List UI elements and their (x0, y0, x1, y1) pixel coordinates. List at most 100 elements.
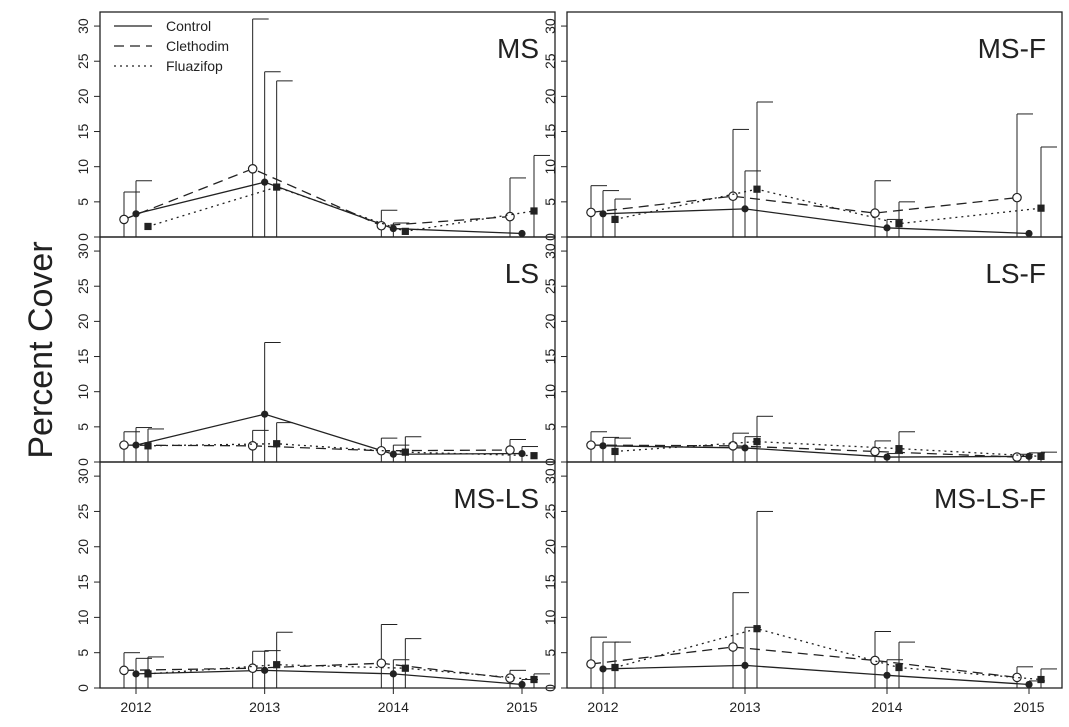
y-tick-label: 10 (542, 159, 558, 175)
point-control (599, 442, 607, 450)
y-tick-label: 25 (75, 503, 91, 519)
y-tick-label: 30 (542, 18, 558, 34)
y-tick-label: 5 (75, 198, 91, 206)
point-control (883, 224, 891, 232)
point-fluazifop (1037, 675, 1045, 684)
series-line-clethodim (590, 195, 1018, 214)
y-tick-label: 30 (542, 243, 558, 259)
panels-group: 051015202530MSControlClethodimFluazifop0… (75, 11, 1063, 715)
series-line-fluazifop (614, 188, 1042, 225)
point-clethodim (376, 445, 387, 456)
x-tick-label: 2012 (120, 699, 151, 715)
y-tick-label: 0 (75, 458, 91, 466)
y-tick-label: 20 (542, 313, 558, 329)
series-line-control (135, 669, 523, 686)
panel-frame (566, 461, 1063, 689)
point-fluazifop (144, 670, 152, 678)
point-control (1025, 229, 1033, 238)
point-fluazifop (611, 663, 619, 672)
point-control (1025, 680, 1033, 689)
y-tick-label: 0 (75, 684, 91, 692)
point-clethodim (586, 440, 596, 450)
point-fluazifop (273, 183, 281, 191)
point-fluazifop (144, 442, 152, 450)
point-control (261, 666, 269, 674)
series-line-clethodim (590, 646, 1018, 679)
panel-frame (99, 236, 556, 463)
point-control (132, 441, 140, 449)
point-fluazifop (895, 220, 903, 228)
point-fluazifop (611, 215, 619, 224)
series-line-fluazifop (614, 628, 1042, 681)
series-line-fluazifop (147, 443, 535, 457)
y-tick-label: 5 (542, 198, 558, 206)
point-clethodim (728, 642, 738, 652)
point-clethodim (1012, 192, 1022, 203)
point-control (132, 210, 140, 218)
y-tick-label: 30 (75, 468, 91, 484)
point-control (599, 210, 607, 218)
y-tick-label: 5 (75, 423, 91, 431)
point-clethodim (586, 659, 596, 669)
point-control (389, 224, 397, 233)
point-clethodim (376, 658, 387, 669)
point-fluazifop (753, 625, 761, 633)
point-fluazifop (1037, 204, 1045, 212)
y-tick-label: 30 (75, 18, 91, 34)
y-tick-label: 25 (75, 278, 91, 294)
y-tick-label: 20 (542, 539, 558, 555)
point-clethodim (1012, 452, 1022, 462)
point-clethodim (247, 163, 258, 174)
point-clethodim (119, 665, 129, 676)
point-clethodim (870, 208, 880, 218)
panel-label: LS (505, 258, 539, 289)
y-tick-label: 25 (542, 53, 558, 69)
point-fluazifop (273, 440, 281, 448)
point-fluazifop (895, 663, 903, 672)
point-clethodim (247, 663, 258, 674)
series-line-fluazifop (614, 440, 1042, 458)
y-tick-label: 0 (542, 684, 558, 692)
y-tick-label: 5 (542, 649, 558, 657)
y-tick-label: 10 (75, 159, 91, 175)
y-tick-label: 10 (75, 384, 91, 400)
series-line-fluazifop (147, 186, 535, 233)
point-clethodim (870, 655, 880, 666)
point-fluazifop (1037, 452, 1045, 460)
point-clethodim (119, 440, 129, 450)
point-clethodim (586, 207, 596, 218)
panel-label: MS-LS-F (934, 483, 1046, 514)
x-tick-label: 2014 (871, 699, 902, 715)
point-control (518, 680, 526, 689)
point-control (741, 661, 749, 670)
point-fluazifop (530, 675, 538, 684)
y-tick-label: 5 (75, 649, 91, 657)
point-control (518, 229, 526, 238)
point-fluazifop (753, 185, 761, 193)
series-line-control (135, 181, 523, 235)
y-tick-label: 10 (542, 384, 558, 400)
point-clethodim (376, 220, 387, 231)
legend-label-control: Control (166, 18, 211, 34)
y-tick-label: 15 (75, 574, 91, 590)
point-clethodim (247, 441, 258, 451)
panel-label: MS-LS (453, 483, 539, 514)
panel-label: MS-F (978, 33, 1046, 64)
y-tick-label: 5 (542, 423, 558, 431)
point-fluazifop (530, 452, 538, 460)
point-control (261, 178, 269, 186)
panel-label: LS-F (985, 258, 1046, 289)
point-control (389, 450, 397, 458)
y-tick-label: 15 (75, 124, 91, 140)
point-fluazifop (401, 448, 409, 456)
panel-ms-ls-f: 0 5 10 15 20 25 30 2012 2013 2014 2015 MS-LS-F (542, 461, 1063, 715)
series-line-control (602, 664, 1030, 686)
point-fluazifop (530, 207, 538, 215)
point-fluazifop (144, 222, 152, 231)
y-tick-label: 10 (542, 609, 558, 625)
